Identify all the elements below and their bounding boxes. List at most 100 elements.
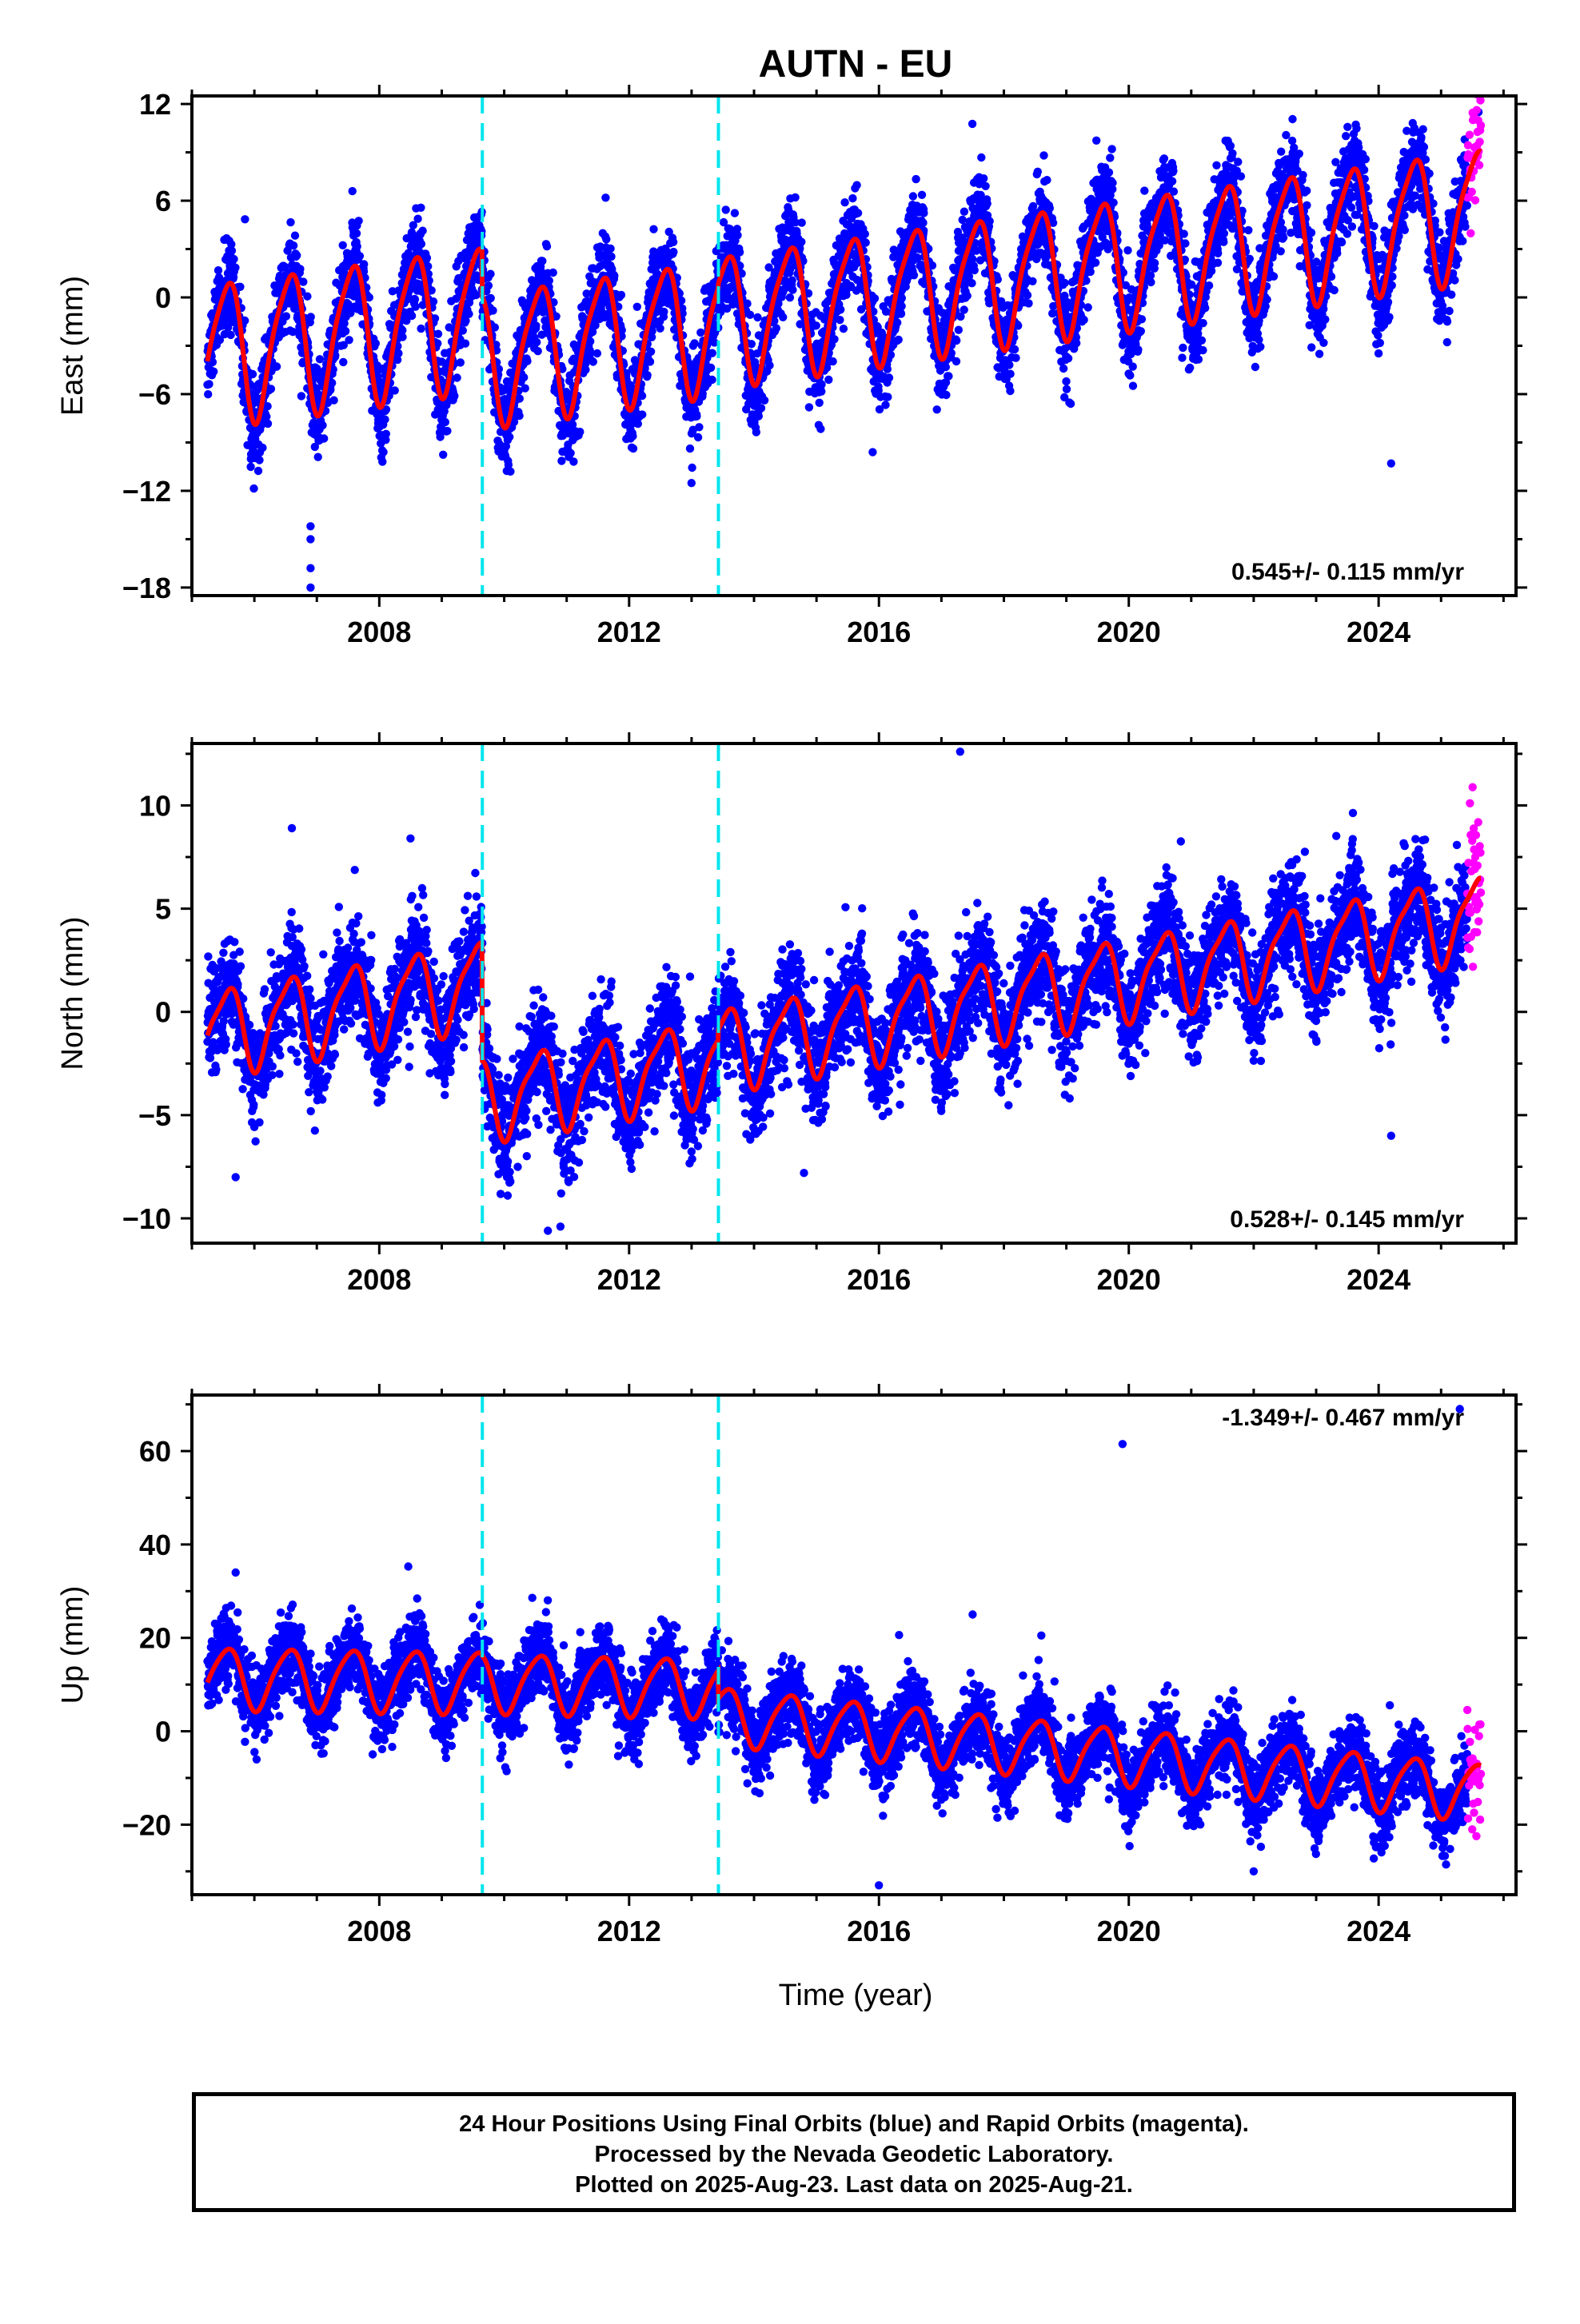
final-point <box>980 174 988 183</box>
final-point <box>456 358 465 367</box>
final-point <box>708 349 716 357</box>
final-point <box>952 336 961 345</box>
final-point <box>248 369 257 379</box>
final-point <box>443 426 452 436</box>
final-point <box>552 312 561 321</box>
final-point <box>1023 291 1032 300</box>
final-point <box>413 214 422 223</box>
final-point <box>836 305 845 314</box>
final-point <box>263 402 272 411</box>
final-point <box>607 252 616 261</box>
final-point <box>417 324 425 333</box>
final-point <box>628 432 637 440</box>
final-point <box>263 419 273 429</box>
final-point <box>917 190 927 199</box>
final-point <box>637 391 647 401</box>
final-point <box>581 365 590 374</box>
final-point <box>266 385 276 393</box>
final-point <box>461 339 470 348</box>
final-point <box>1033 167 1043 176</box>
final-point <box>381 415 389 424</box>
final-point <box>881 401 890 409</box>
final-point <box>1010 345 1019 354</box>
final-point <box>472 290 481 300</box>
final-point <box>861 238 870 247</box>
final-point <box>532 321 541 330</box>
final-point <box>303 292 312 301</box>
final-point <box>692 412 701 421</box>
final-point <box>690 339 699 348</box>
final-point <box>227 240 236 249</box>
final-point <box>390 386 399 395</box>
final-point <box>1147 277 1155 287</box>
final-point <box>817 380 826 389</box>
final-point <box>429 297 438 306</box>
final-point <box>816 425 825 433</box>
final-point <box>1006 386 1015 396</box>
final-point <box>313 365 321 373</box>
final-point <box>1005 361 1014 369</box>
final-point <box>815 398 824 407</box>
final-point <box>1006 369 1015 378</box>
final-point <box>1059 364 1068 373</box>
final-point <box>568 420 577 429</box>
final-point <box>315 355 325 364</box>
final-point <box>884 393 892 401</box>
final-point <box>213 266 223 275</box>
final-point <box>538 257 547 265</box>
final-point <box>306 313 315 321</box>
final-point <box>281 312 291 321</box>
final-point <box>339 341 348 349</box>
final-point <box>320 434 329 443</box>
final-point <box>569 457 578 466</box>
final-point <box>338 241 347 249</box>
final-point <box>1140 186 1149 195</box>
final-point <box>958 215 967 225</box>
final-point <box>893 318 902 327</box>
final-point <box>848 193 857 203</box>
final-point <box>371 339 380 348</box>
final-point <box>427 286 436 295</box>
final-point <box>328 378 337 388</box>
final-point <box>409 221 417 229</box>
final-point <box>733 231 742 240</box>
final-point <box>1083 303 1092 312</box>
final-point <box>393 355 402 365</box>
final-point <box>326 385 335 394</box>
final-point <box>1062 385 1071 393</box>
final-point <box>1128 381 1138 390</box>
final-point <box>753 313 762 322</box>
final-point <box>588 328 597 337</box>
final-point <box>1079 315 1088 325</box>
final-point <box>489 306 497 315</box>
final-point <box>220 329 229 339</box>
final-point <box>788 276 796 285</box>
final-point <box>249 484 258 493</box>
final-point <box>297 392 306 401</box>
final-point <box>743 299 752 308</box>
final-point <box>345 336 353 345</box>
final-point <box>299 277 308 286</box>
final-point <box>313 452 322 461</box>
final-point <box>417 203 425 212</box>
final-point <box>668 237 678 246</box>
final-point <box>353 242 361 251</box>
final-point <box>840 198 849 207</box>
final-point <box>616 290 626 300</box>
final-point <box>602 235 611 244</box>
final-point <box>388 287 397 296</box>
final-point <box>985 217 994 225</box>
final-point <box>205 380 213 389</box>
final-point <box>209 367 218 376</box>
final-point <box>968 279 976 288</box>
final-point <box>501 442 511 451</box>
final-point <box>884 373 894 382</box>
final-point <box>450 392 459 401</box>
final-point <box>1066 399 1075 409</box>
final-point <box>289 327 297 337</box>
final-point <box>1169 166 1178 175</box>
final-point <box>549 268 557 277</box>
final-point <box>348 186 357 196</box>
final-point <box>1106 153 1115 162</box>
